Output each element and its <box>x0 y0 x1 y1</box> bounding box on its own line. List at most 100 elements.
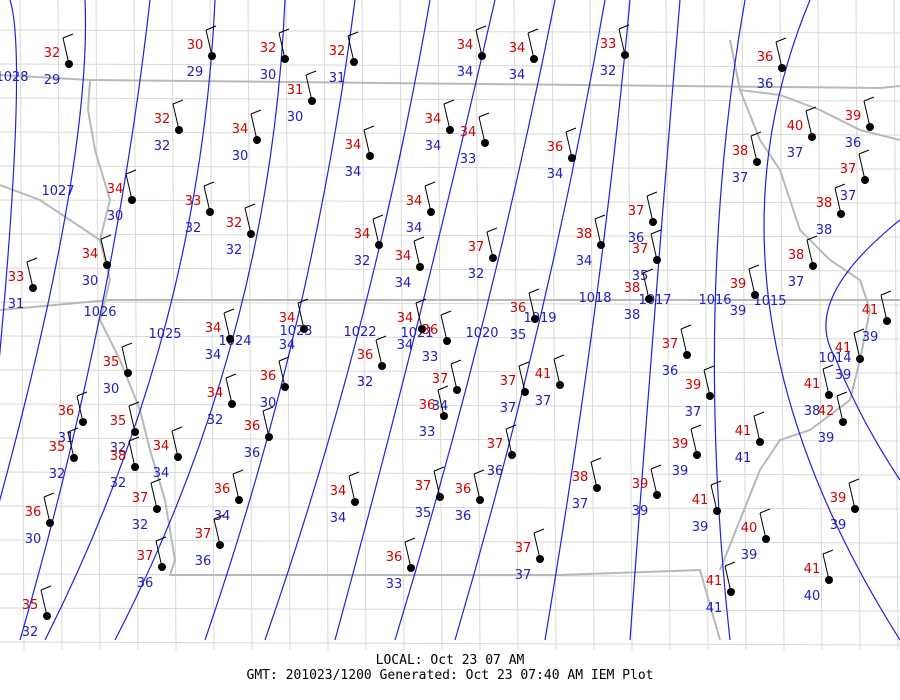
dewpoint: 34 <box>205 348 222 363</box>
station-circle <box>508 451 516 459</box>
wind-barb <box>232 473 240 501</box>
dewpoint: 30 <box>103 382 120 397</box>
temperature: 37 <box>632 242 649 257</box>
county-line <box>0 63 900 68</box>
temperature: 37 <box>132 491 149 506</box>
station-circle <box>568 154 576 162</box>
wind-barb <box>40 585 52 591</box>
station: 37 35 <box>415 466 445 521</box>
temperature: 32 <box>154 112 171 127</box>
county-line <box>627 0 633 651</box>
isobar-label: 1024 <box>218 334 251 349</box>
dewpoint: 30 <box>287 110 304 125</box>
temperature: 36 <box>58 404 75 419</box>
station: 34 34 <box>205 308 235 363</box>
gmt-info: GMT: 201023/1200 Generated: Oct 23 07:40… <box>247 668 654 683</box>
dewpoint: 36 <box>628 231 645 246</box>
temperature: 37 <box>468 240 485 255</box>
temperature: 36 <box>357 348 374 363</box>
station-circle <box>131 428 139 436</box>
wind-barb <box>565 127 577 133</box>
wind-barb <box>822 549 834 555</box>
station-circle <box>530 55 538 63</box>
station-circle <box>281 55 289 63</box>
wind-barb <box>533 528 545 534</box>
station-circle <box>478 52 486 60</box>
wind-barb <box>710 480 722 486</box>
wind-barb <box>703 365 715 371</box>
temperature: 38 <box>816 196 833 211</box>
temperature: 41 <box>692 493 709 508</box>
station: 36 33 <box>386 537 416 592</box>
county-line <box>0 301 900 306</box>
dewpoint: 30 <box>232 149 249 164</box>
isobar <box>264 0 431 641</box>
wind-barb <box>43 496 51 524</box>
wind-barb <box>278 356 290 362</box>
wind-barb <box>478 116 486 144</box>
isobar <box>825 219 900 481</box>
station-circle <box>453 386 461 394</box>
station: 36 30 <box>25 492 55 547</box>
dewpoint: 34 <box>153 466 170 481</box>
station-circle <box>174 453 182 461</box>
wind-barb <box>404 541 412 569</box>
station-circle <box>158 563 166 571</box>
station: 40 39 <box>741 508 771 563</box>
station: 41 37 <box>535 354 565 409</box>
wind-barb <box>232 469 244 475</box>
isobar-label: 1028 <box>0 70 29 85</box>
wind-barb <box>836 391 848 397</box>
station-circle <box>375 241 383 249</box>
wind-barb <box>863 100 871 128</box>
county-line <box>0 165 900 170</box>
temperature: 30 <box>187 38 204 53</box>
dewpoint: 39 <box>692 520 709 535</box>
county-line <box>817 0 823 651</box>
dewpoint: 31 <box>8 297 25 312</box>
wind-barb <box>433 466 445 472</box>
wind-barb <box>121 342 133 348</box>
dewpoint: 39 <box>830 518 847 533</box>
station-circle <box>70 454 78 462</box>
wind-barb <box>171 430 179 458</box>
station-circle <box>128 196 136 204</box>
isobar <box>19 0 151 641</box>
station: 36 36 <box>455 469 485 524</box>
temperature: 36 <box>25 505 42 520</box>
isobar <box>114 0 286 641</box>
wind-barb <box>297 298 309 304</box>
county-line <box>665 0 671 651</box>
wind-barb <box>347 31 359 37</box>
station-circle <box>653 256 661 264</box>
station: 39 37 <box>685 365 715 420</box>
station-circle <box>208 52 216 60</box>
wind-barb <box>203 185 211 213</box>
dewpoint: 34 <box>406 221 423 236</box>
wind-barb <box>348 475 356 503</box>
isobar-label: 1015 <box>753 294 786 309</box>
temperature: 34 <box>279 311 296 326</box>
isobar-label: 1026 <box>83 305 116 320</box>
wind-barb <box>863 96 875 102</box>
station-circle <box>253 136 261 144</box>
dewpoint: 32 <box>354 254 371 269</box>
temperature: 41 <box>735 424 752 439</box>
dewpoint: 34 <box>279 338 296 353</box>
dewpoint: 30 <box>260 68 277 83</box>
station-circle <box>79 418 87 426</box>
isobar <box>0 0 18 358</box>
station-circle <box>265 433 273 441</box>
temperature: 39 <box>845 109 862 124</box>
dewpoint: 36 <box>137 576 154 591</box>
wind-barb <box>848 482 856 510</box>
dewpoint: 39 <box>672 464 689 479</box>
wind-barb <box>748 268 756 296</box>
isobar-label: 1023 <box>279 324 312 339</box>
temperature: 36 <box>757 50 774 65</box>
temperature: 39 <box>730 277 747 292</box>
station-circle <box>436 493 444 501</box>
isobar-label: 1027 <box>41 184 74 199</box>
county-line <box>247 0 253 651</box>
dewpoint: 32 <box>22 625 39 640</box>
